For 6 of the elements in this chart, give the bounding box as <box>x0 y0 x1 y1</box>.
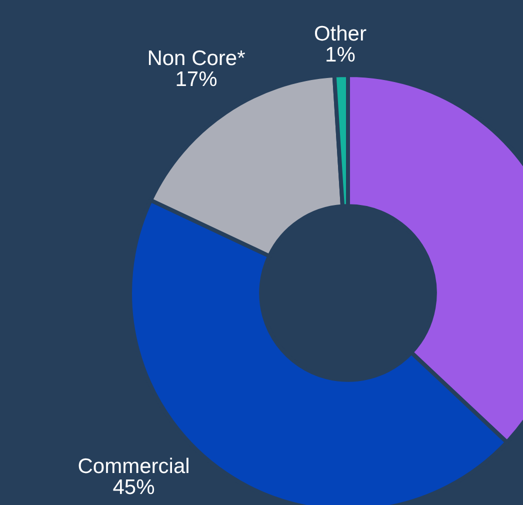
data-label: 17% <box>175 68 218 91</box>
data-label: 1% <box>325 43 356 66</box>
slice-label: Commercial <box>78 455 190 478</box>
slice-label: Other <box>314 22 366 46</box>
data-label: 45% <box>112 476 155 500</box>
slice-label: Non Core* <box>147 46 246 70</box>
